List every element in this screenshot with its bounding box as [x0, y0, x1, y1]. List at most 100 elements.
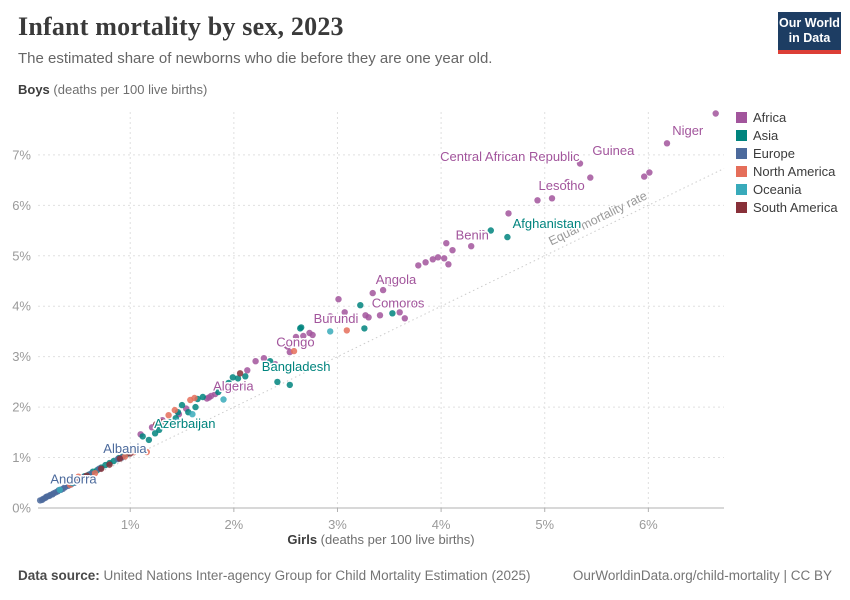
data-point-africa[interactable] — [422, 259, 429, 266]
country-label-congo[interactable]: Congo — [275, 333, 316, 351]
data-point-africa[interactable] — [300, 332, 307, 340]
data-point-africa[interactable] — [401, 315, 408, 322]
data-point-africa[interactable] — [409, 302, 417, 309]
data-point-asia[interactable] — [229, 374, 236, 381]
data-point-south-america[interactable] — [116, 455, 124, 462]
data-point-north-america[interactable] — [171, 406, 178, 414]
data-point-africa[interactable] — [564, 178, 571, 186]
data-point-africa[interactable] — [663, 140, 671, 147]
data-point-africa[interactable] — [479, 229, 486, 237]
data-point-africa[interactable] — [434, 254, 442, 261]
data-point-oceania[interactable] — [56, 486, 63, 493]
data-point-africa[interactable] — [341, 309, 348, 316]
country-label-benin[interactable]: Benin — [454, 226, 490, 244]
data-point-africa[interactable] — [415, 262, 422, 269]
data-point-asia[interactable] — [389, 310, 396, 317]
data-point-south-america[interactable] — [152, 421, 160, 428]
legend-item-south-america[interactable]: South America — [736, 198, 838, 216]
data-point-africa[interactable] — [576, 160, 584, 167]
data-point-africa[interactable] — [376, 312, 384, 319]
data-point-africa[interactable] — [505, 210, 512, 217]
owid-logo[interactable]: Our World in Data — [778, 12, 841, 54]
data-point-oceania[interactable] — [189, 411, 196, 418]
data-point-asia[interactable] — [266, 358, 274, 365]
country-label-burundi[interactable]: Burundi — [312, 309, 360, 327]
country-label-algeria[interactable]: Algeria — [212, 377, 256, 395]
data-point-africa[interactable] — [327, 313, 334, 320]
data-point-south-america[interactable] — [106, 461, 113, 468]
country-label-lesotho[interactable]: Lesotho — [537, 177, 586, 195]
data-point-africa[interactable] — [292, 333, 300, 341]
data-point-north-america[interactable] — [121, 453, 129, 460]
data-point-north-america[interactable] — [165, 412, 172, 419]
data-point-asia[interactable] — [215, 388, 222, 396]
country-label-andorra[interactable]: Andorra — [49, 470, 99, 488]
data-point-africa[interactable] — [318, 315, 326, 322]
data-point-asia[interactable] — [178, 401, 186, 409]
data-point-africa[interactable] — [641, 173, 648, 180]
data-point-asia[interactable] — [192, 403, 199, 411]
data-point-africa[interactable] — [587, 174, 594, 181]
data-point-africa[interactable] — [548, 195, 556, 202]
data-point-oceania[interactable] — [241, 382, 248, 390]
data-point-south-america[interactable] — [159, 419, 166, 426]
data-point-north-america[interactable] — [290, 347, 298, 355]
data-point-africa[interactable] — [365, 314, 372, 321]
data-point-africa[interactable] — [309, 331, 316, 339]
data-point-asia[interactable] — [166, 419, 173, 426]
legend-item-north-america[interactable]: North America — [736, 162, 838, 180]
data-point-oceania[interactable] — [220, 396, 227, 403]
legend-item-europe[interactable]: Europe — [736, 144, 838, 162]
data-point-oceania[interactable] — [69, 479, 76, 486]
data-point-oceania[interactable] — [327, 328, 334, 335]
data-point-north-america[interactable] — [191, 394, 198, 402]
data-point-asia[interactable] — [199, 393, 206, 401]
data-point-africa[interactable] — [396, 309, 403, 316]
data-point-africa[interactable] — [534, 197, 541, 204]
data-point-asia[interactable] — [286, 381, 293, 389]
data-point-africa[interactable] — [260, 355, 268, 362]
data-point-africa[interactable] — [244, 367, 251, 374]
data-point-africa[interactable] — [449, 247, 456, 254]
data-point-north-america[interactable] — [137, 445, 144, 452]
data-point-africa[interactable] — [252, 358, 259, 365]
data-point-asia[interactable] — [242, 373, 249, 380]
data-point-south-america[interactable] — [75, 478, 82, 485]
data-point-north-america[interactable] — [343, 327, 350, 334]
data-point-asia[interactable] — [361, 325, 368, 332]
data-point-asia[interactable] — [357, 302, 364, 309]
country-label-central-african-republic[interactable]: Central African Republic — [439, 147, 582, 165]
country-label-azerbaijan[interactable]: Azerbaijan — [153, 414, 217, 432]
country-label-afghanistan[interactable]: Afghanistan — [511, 215, 583, 233]
data-point-asia[interactable] — [234, 375, 242, 382]
data-point-africa[interactable] — [272, 361, 279, 368]
data-point-africa[interactable] — [443, 240, 450, 247]
data-point-asia[interactable] — [487, 227, 494, 234]
data-point-oceania[interactable] — [173, 418, 181, 425]
country-label-comoros[interactable]: Comoros — [370, 294, 426, 312]
data-point-south-america[interactable] — [98, 465, 105, 472]
data-point-africa[interactable] — [712, 110, 719, 117]
data-point-africa[interactable] — [441, 255, 448, 262]
data-point-africa[interactable] — [335, 296, 342, 303]
data-point-africa[interactable] — [468, 243, 475, 250]
data-point-africa[interactable] — [379, 286, 387, 294]
data-point-asia[interactable] — [145, 436, 153, 444]
country-label-guinea[interactable]: Guinea — [591, 141, 637, 159]
data-point-asia[interactable] — [274, 378, 281, 386]
data-point-asia[interactable] — [225, 379, 232, 387]
data-point-north-america[interactable] — [91, 470, 99, 477]
legend-item-asia[interactable]: Asia — [736, 126, 838, 144]
data-point-asia[interactable] — [139, 433, 146, 440]
country-label-bangladesh[interactable]: Bangladesh — [260, 357, 332, 375]
data-point-asia[interactable] — [298, 324, 305, 331]
citation-link[interactable]: OurWorldinData.org/child-mortality | CC … — [572, 568, 832, 583]
data-point-africa[interactable] — [429, 256, 436, 263]
data-point-south-america[interactable] — [83, 472, 90, 479]
data-point-asia[interactable] — [504, 233, 511, 241]
data-point-south-america[interactable] — [127, 450, 134, 457]
data-point-africa[interactable] — [445, 261, 452, 268]
data-point-africa[interactable] — [646, 169, 653, 176]
data-point-africa[interactable] — [387, 279, 394, 287]
